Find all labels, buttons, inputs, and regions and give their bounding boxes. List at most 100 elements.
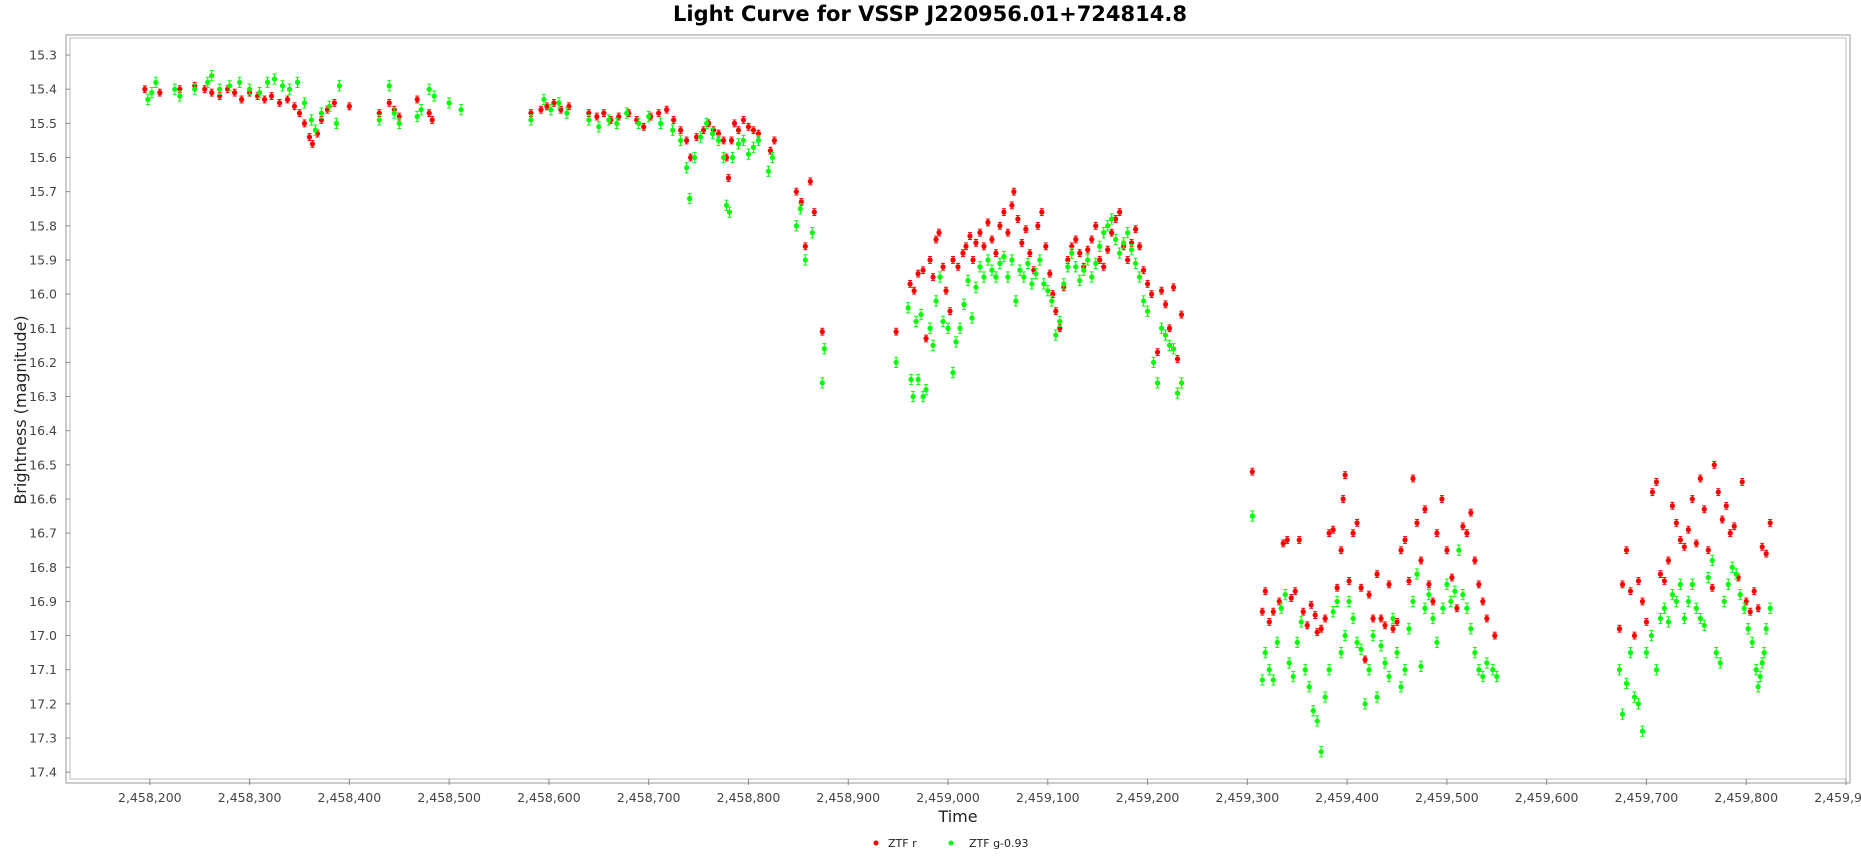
data-point — [1322, 694, 1328, 700]
data-point — [981, 274, 987, 280]
data-point — [386, 100, 392, 106]
data-point — [1158, 325, 1165, 331]
data-point — [1731, 523, 1737, 529]
data-point — [1005, 274, 1011, 280]
data-point — [915, 376, 921, 383]
data-point — [1009, 202, 1015, 208]
data-point — [261, 96, 268, 103]
y-tick-label: 16.9 — [29, 594, 57, 609]
data-point — [1673, 598, 1679, 605]
data-point — [755, 137, 762, 144]
data-point — [1480, 598, 1486, 605]
data-point — [1382, 622, 1388, 628]
y-tick-label: 15.5 — [29, 116, 57, 131]
data-point — [192, 86, 198, 92]
data-point — [687, 195, 693, 202]
x-tick-label: 2,459,400 — [1315, 790, 1379, 805]
x-tick-label: 2,458,800 — [717, 790, 781, 805]
data-point — [1484, 660, 1490, 666]
data-point — [1623, 680, 1630, 686]
data-point — [1476, 581, 1482, 587]
data-point — [641, 124, 647, 130]
data-point — [1057, 318, 1063, 325]
data-point — [797, 206, 803, 212]
data-point — [1300, 609, 1306, 615]
data-point — [172, 86, 178, 92]
data-point — [1330, 527, 1336, 533]
data-point — [1259, 677, 1265, 683]
data-point — [1017, 267, 1023, 273]
data-point — [1166, 342, 1173, 348]
x-tick-label: 2,459,900 — [1814, 790, 1861, 805]
data-point — [386, 83, 392, 89]
data-point — [985, 257, 991, 263]
data-point — [1280, 540, 1286, 546]
data-point — [1681, 615, 1687, 622]
data-point — [246, 86, 253, 92]
data-point — [624, 110, 630, 116]
y-tick-label: 17.2 — [29, 696, 57, 711]
data-point — [1366, 667, 1372, 673]
data-point — [1649, 489, 1656, 495]
x-tick-label: 2,458,600 — [517, 790, 581, 805]
data-point — [446, 100, 452, 106]
data-point — [1342, 472, 1348, 478]
data-point — [977, 264, 983, 270]
data-point — [1426, 592, 1432, 598]
data-point — [1657, 571, 1664, 577]
data-point — [802, 243, 808, 249]
data-point — [1011, 189, 1017, 195]
data-point — [745, 124, 752, 130]
data-point — [1105, 247, 1111, 253]
data-point — [1414, 520, 1420, 526]
data-point — [1494, 673, 1500, 680]
data-point — [1073, 264, 1079, 270]
data-point — [458, 107, 464, 113]
data-point — [936, 230, 942, 236]
data-point — [601, 110, 607, 116]
data-point — [750, 127, 757, 133]
data-point — [294, 79, 301, 85]
data-point — [1701, 622, 1707, 628]
data-point — [1410, 598, 1416, 605]
data-point — [301, 100, 308, 106]
data-point — [947, 308, 953, 314]
data-point — [1434, 530, 1440, 536]
data-point — [1035, 223, 1041, 229]
data-point — [1312, 612, 1318, 618]
data-point — [1354, 639, 1360, 646]
data-point — [1619, 711, 1626, 717]
data-point — [1382, 660, 1388, 666]
data-point — [1053, 308, 1059, 314]
data-point — [930, 274, 936, 280]
data-point — [1290, 673, 1296, 680]
data-point — [1616, 626, 1623, 632]
legend-label-ztf-g: ZTF g-0.93 — [969, 837, 1029, 850]
data-point — [1693, 605, 1699, 611]
data-point — [1314, 718, 1320, 724]
y-tick-label: 16.4 — [29, 423, 57, 438]
data-point — [538, 107, 544, 113]
data-point — [750, 144, 757, 150]
data-point — [1266, 619, 1272, 625]
data-point — [1394, 650, 1400, 656]
data-point — [945, 325, 951, 331]
data-point — [1113, 216, 1119, 222]
data-point — [1125, 230, 1131, 236]
data-point — [1759, 660, 1765, 666]
data-point — [656, 110, 662, 116]
data-point — [1077, 250, 1083, 256]
data-point — [1304, 622, 1310, 628]
data-point — [1148, 291, 1155, 297]
data-point — [740, 137, 747, 144]
data-point — [1440, 605, 1446, 611]
data-point — [264, 79, 271, 85]
data-point — [1619, 581, 1626, 587]
data-point — [1689, 581, 1695, 587]
y-tick-label: 16.8 — [29, 560, 57, 575]
data-point — [1430, 615, 1436, 622]
data-point — [1089, 274, 1095, 280]
y-tick-label: 15.9 — [29, 252, 57, 267]
data-point — [915, 271, 921, 277]
data-point — [1266, 667, 1272, 673]
